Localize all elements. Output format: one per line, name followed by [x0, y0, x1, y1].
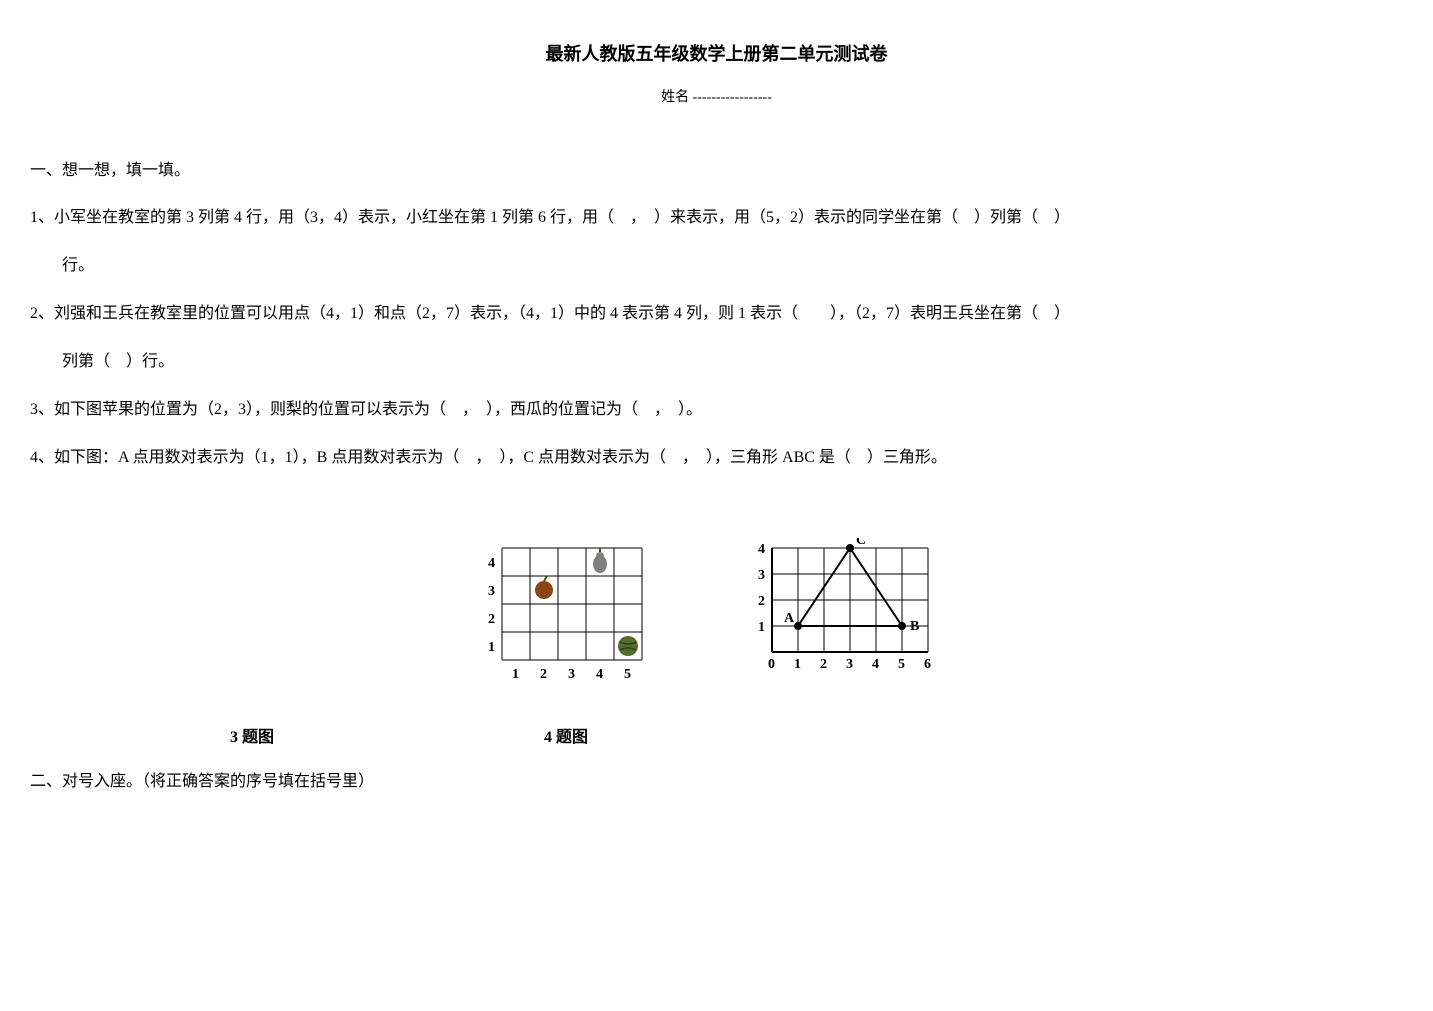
- svg-text:5: 5: [624, 667, 631, 682]
- svg-text:3: 3: [758, 568, 765, 583]
- svg-text:4: 4: [596, 667, 603, 682]
- svg-text:3: 3: [488, 584, 495, 599]
- question-3: 3、如下图苹果的位置为（2，3），则梨的位置可以表示为（ ， ），西瓜的位置记为…: [30, 390, 1403, 430]
- question-2: 2、刘强和王兵在教室里的位置可以用点（4，1）和点（2，7）表示，（4，1）中的…: [30, 294, 1403, 334]
- svg-text:1: 1: [488, 640, 495, 655]
- name-field-label: 姓名 -----------------: [30, 86, 1403, 106]
- section-2-heading: 二、对号入座。（将正确答案的序号填在括号里）: [30, 767, 1403, 791]
- svg-text:2: 2: [540, 667, 547, 682]
- section-1-heading: 一、想一想，填一填。: [30, 156, 1403, 180]
- svg-text:2: 2: [488, 612, 495, 627]
- svg-text:1: 1: [512, 667, 519, 682]
- figure-4-grid: 0 1 2 3 4 5 6 1 2 3 4 A B C: [752, 538, 962, 698]
- svg-text:5: 5: [898, 657, 905, 672]
- figure-4-label: 4 题图: [544, 723, 588, 747]
- question-2-cont: 列第（ ）行。: [30, 342, 1403, 382]
- page-title: 最新人教版五年级数学上册第二单元测试卷: [30, 40, 1403, 66]
- figure-4-container: 0 1 2 3 4 5 6 1 2 3 4 A B C: [752, 538, 962, 703]
- svg-text:B: B: [910, 619, 919, 634]
- svg-text:4: 4: [758, 542, 765, 557]
- svg-text:A: A: [784, 611, 795, 626]
- svg-text:2: 2: [820, 657, 827, 672]
- svg-text:C: C: [856, 538, 866, 548]
- svg-text:1: 1: [758, 620, 765, 635]
- svg-text:0: 0: [768, 657, 775, 672]
- svg-text:3: 3: [846, 657, 853, 672]
- figure-3-grid: 1 2 3 4 1 2 3 4 5: [472, 538, 672, 698]
- svg-text:3: 3: [568, 667, 575, 682]
- figure-3-container: 1 2 3 4 1 2 3 4 5: [472, 538, 672, 703]
- svg-text:2: 2: [758, 594, 765, 609]
- svg-text:4: 4: [872, 657, 879, 672]
- svg-text:6: 6: [924, 657, 931, 672]
- figure-3-label: 3 题图: [230, 723, 274, 747]
- question-1-cont: 行。: [30, 246, 1403, 286]
- svg-text:1: 1: [794, 657, 801, 672]
- question-4: 4、如下图：A 点用数对表示为（1，1），B 点用数对表示为（ ， ），C 点用…: [30, 438, 1403, 478]
- question-1: 1、小军坐在教室的第 3 列第 4 行，用（3，4）表示，小红坐在第 1 列第 …: [30, 198, 1403, 238]
- svg-text:4: 4: [488, 556, 495, 571]
